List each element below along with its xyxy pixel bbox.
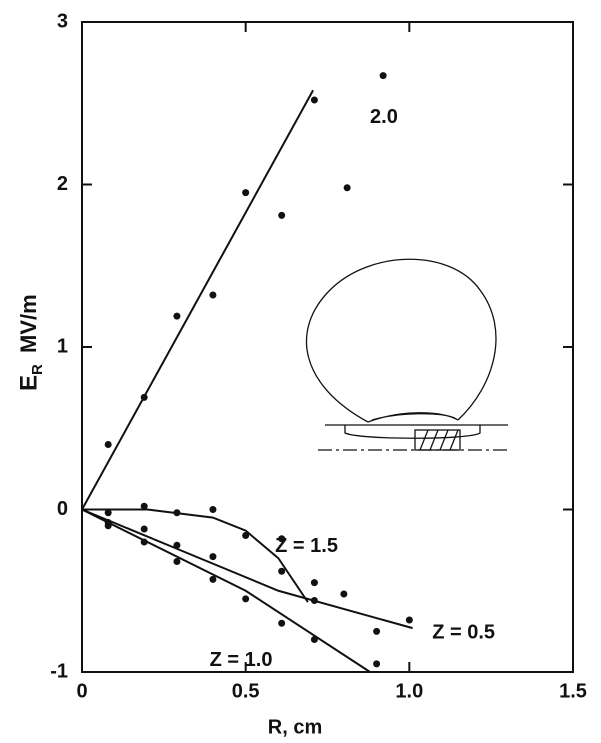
data-point bbox=[278, 568, 285, 575]
fit-line bbox=[82, 510, 370, 673]
inset-diagram bbox=[306, 259, 508, 450]
data-point bbox=[380, 72, 387, 79]
data-point bbox=[242, 532, 249, 539]
data-point bbox=[173, 542, 180, 549]
y-tick-label: 1 bbox=[57, 335, 68, 357]
data-point bbox=[311, 597, 318, 604]
data-point bbox=[105, 509, 112, 516]
data-point bbox=[141, 394, 148, 401]
data-point bbox=[173, 509, 180, 516]
data-point bbox=[340, 591, 347, 598]
x-axis-label: R, cm bbox=[268, 716, 322, 738]
data-point bbox=[209, 553, 216, 560]
data-point bbox=[173, 313, 180, 320]
inset-hatch bbox=[420, 430, 458, 450]
data-point bbox=[373, 628, 380, 635]
y-label-main: E bbox=[15, 375, 42, 391]
data-point bbox=[173, 558, 180, 565]
chart: R, cm E R MV/m 0 0.5 1.0 1.5 -1 0 1 2 3 2.0 Z = 1.… bbox=[0, 0, 601, 743]
inset-shape bbox=[306, 259, 495, 422]
inset-shape bbox=[368, 413, 458, 422]
data-point bbox=[209, 576, 216, 583]
series-label: Z = 1.5 bbox=[275, 535, 338, 557]
data-point bbox=[105, 441, 112, 448]
data-point bbox=[311, 97, 318, 104]
y-tick-label: 3 bbox=[57, 10, 68, 32]
x-tick-label: 1.0 bbox=[395, 680, 423, 702]
data-point bbox=[141, 526, 148, 533]
data-point bbox=[344, 184, 351, 191]
fit-line bbox=[82, 510, 413, 629]
data-point bbox=[242, 189, 249, 196]
data-point bbox=[278, 620, 285, 627]
data-point bbox=[242, 595, 249, 602]
series-label: 2.0 bbox=[370, 106, 398, 128]
data-point bbox=[311, 636, 318, 643]
x-tick-label: 0.5 bbox=[232, 680, 260, 702]
y-label-sub: R bbox=[29, 364, 46, 375]
data-point bbox=[311, 579, 318, 586]
data-point bbox=[209, 506, 216, 513]
x-tick-label: 1.5 bbox=[559, 680, 587, 702]
plot-frame bbox=[82, 22, 573, 672]
data-point bbox=[406, 617, 413, 624]
data-point bbox=[141, 539, 148, 546]
y-axis-label: E R MV/m bbox=[15, 294, 46, 391]
fit-line bbox=[82, 90, 313, 509]
y-tick-label: -1 bbox=[50, 660, 68, 682]
y-tick-label: 0 bbox=[57, 498, 68, 520]
data-point bbox=[278, 212, 285, 219]
data-point bbox=[105, 522, 112, 529]
data-point bbox=[209, 292, 216, 299]
x-tick-label: 0 bbox=[76, 680, 87, 702]
y-label-unit: MV/m bbox=[16, 294, 41, 353]
data-point bbox=[373, 660, 380, 667]
y-tick-label: 2 bbox=[57, 173, 68, 195]
series-label: Z = 0.5 bbox=[432, 621, 495, 643]
data-point bbox=[141, 503, 148, 510]
series-label: Z = 1.0 bbox=[210, 649, 273, 671]
